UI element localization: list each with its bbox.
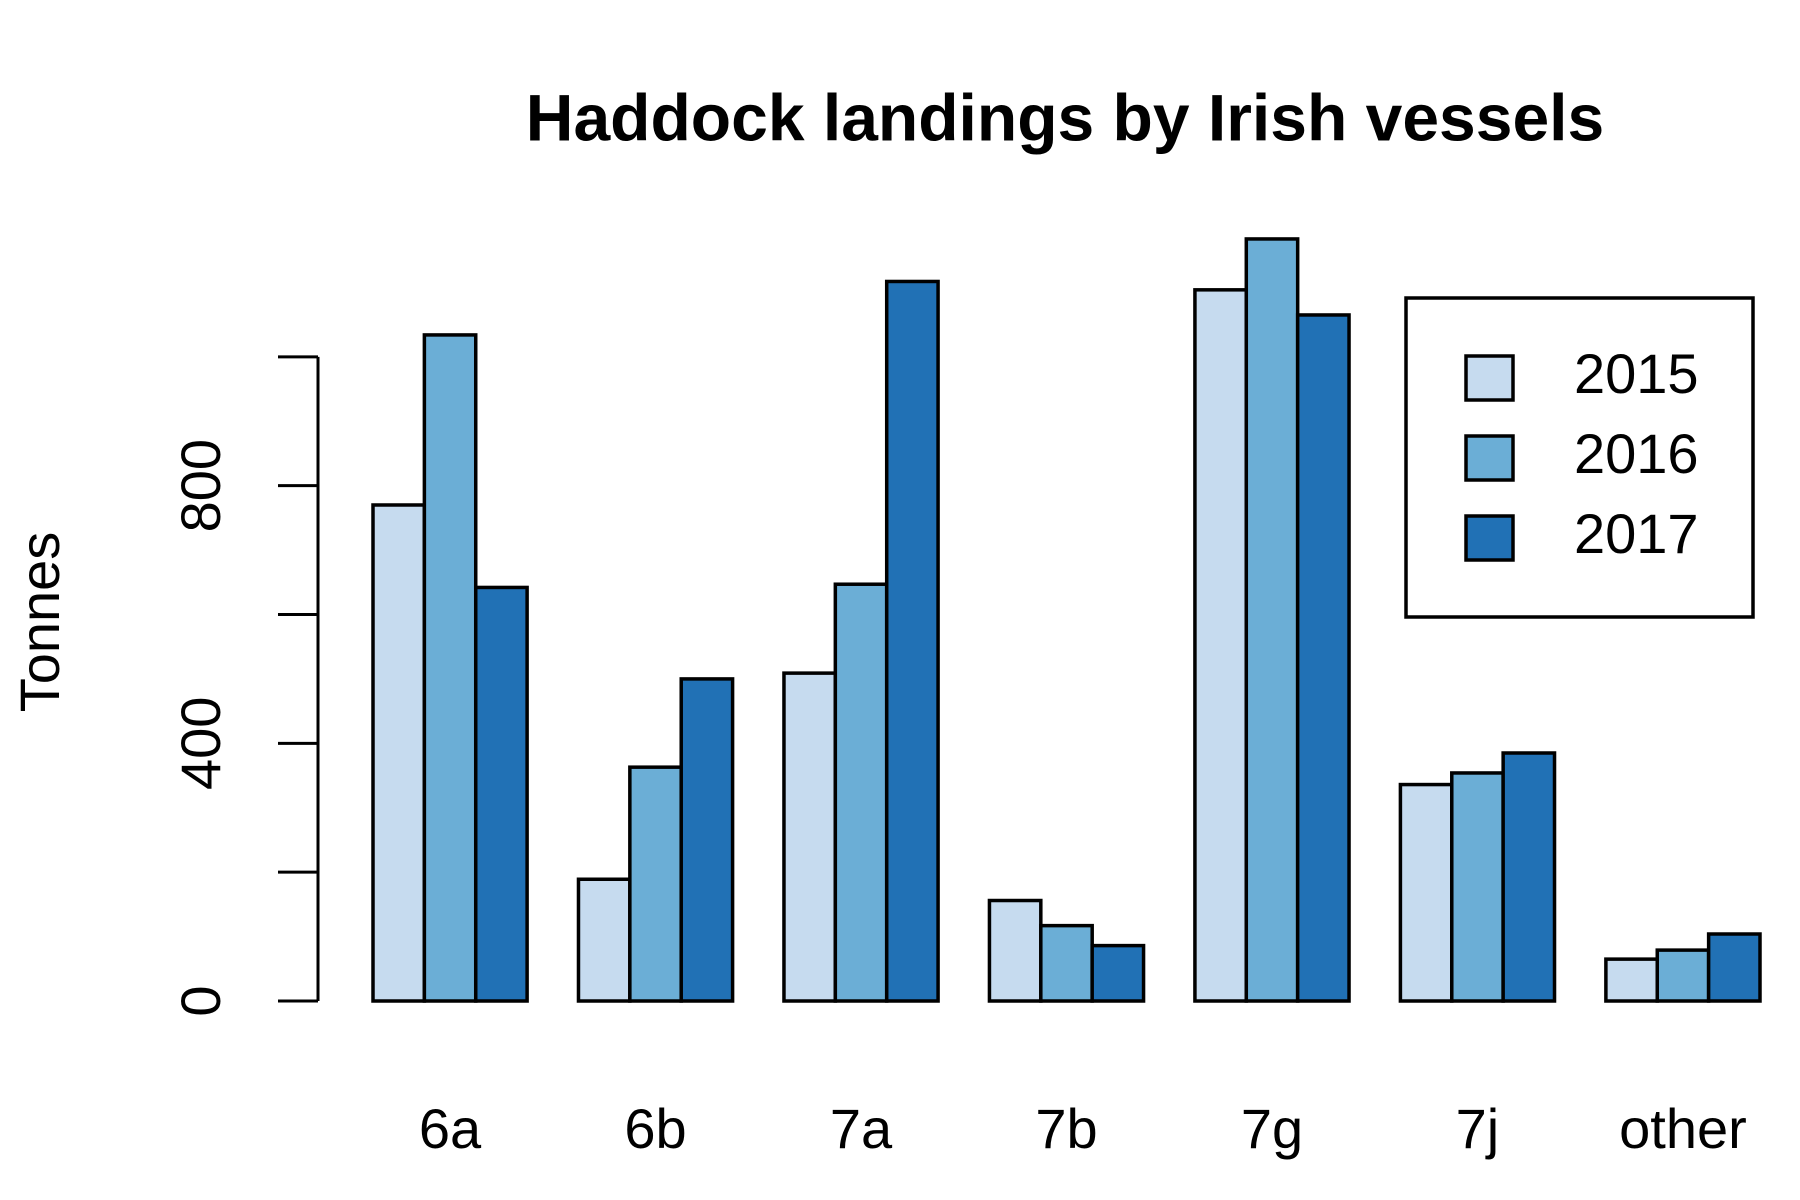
- x-tick-label: 7j: [1456, 1097, 1500, 1160]
- legend-label: 2015: [1574, 342, 1699, 405]
- bar: [884, 279, 940, 1003]
- bar: [1655, 948, 1711, 1003]
- x-tick-label: 7b: [1035, 1097, 1097, 1160]
- bar: [422, 333, 478, 1003]
- x-tick-label: 6b: [624, 1097, 686, 1160]
- bar: [1450, 771, 1505, 1003]
- bar: [1501, 751, 1557, 1003]
- x-tick-label: 7a: [830, 1097, 893, 1160]
- bar: [576, 877, 632, 1003]
- x-tick-label: 6a: [419, 1097, 482, 1160]
- legend-box: [1404, 296, 1755, 619]
- bar: [1398, 782, 1454, 1003]
- y-tick-label: 800: [169, 439, 232, 532]
- legend-swatch: [1464, 434, 1515, 482]
- bar: [628, 765, 683, 1003]
- legend-swatch: [1464, 514, 1515, 562]
- y-axis-label: Tonnes: [8, 532, 71, 713]
- bar: [782, 671, 838, 1003]
- bar: [1193, 288, 1249, 1003]
- bar: [1604, 957, 1660, 1003]
- bar: [1039, 923, 1094, 1003]
- bar: [1090, 943, 1146, 1003]
- bar: [473, 585, 529, 1003]
- legend-swatch: [1464, 354, 1515, 402]
- legend-label: 2017: [1574, 502, 1699, 565]
- bar: [1706, 932, 1762, 1003]
- x-tick-label: other: [1619, 1097, 1747, 1160]
- bar: [987, 898, 1043, 1003]
- bar: [371, 503, 427, 1003]
- y-tick-label: 0: [169, 985, 232, 1016]
- chart-title: Haddock landings by Irish vessels: [526, 80, 1604, 154]
- bar: [1244, 237, 1300, 1003]
- bar: [1295, 313, 1351, 1003]
- x-tick-label: 7g: [1241, 1097, 1303, 1160]
- bar: [679, 677, 735, 1003]
- y-tick-label: 400: [169, 697, 232, 790]
- bar: [833, 582, 889, 1003]
- legend-label: 2016: [1574, 422, 1699, 485]
